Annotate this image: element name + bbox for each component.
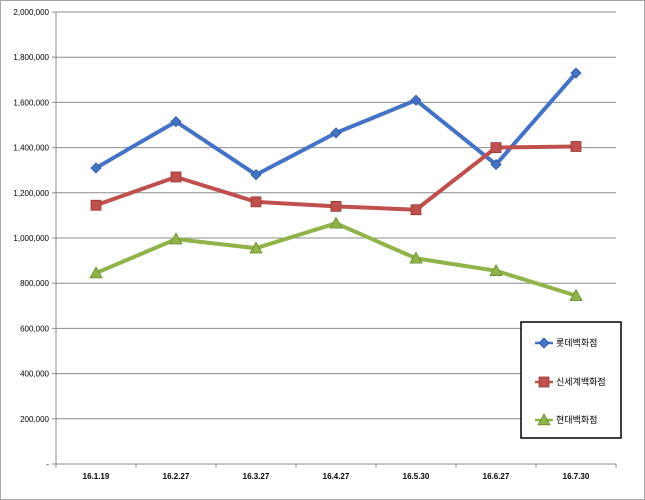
data-point-square bbox=[250, 196, 262, 208]
y-tick-label: 1,200,000 bbox=[13, 189, 49, 198]
data-point-diamond bbox=[538, 337, 550, 349]
data-point-triangle bbox=[169, 232, 183, 245]
y-tick-label: 2,000,000 bbox=[13, 8, 49, 17]
grid bbox=[56, 11, 616, 420]
data-point-square bbox=[330, 200, 342, 212]
series bbox=[89, 67, 583, 301]
data-point-diamond bbox=[170, 116, 182, 128]
data-point-square bbox=[410, 204, 422, 216]
x-tick-label: 16.2.27 bbox=[163, 472, 190, 481]
data-point-square bbox=[90, 199, 102, 211]
y-tick-label: - bbox=[46, 460, 49, 469]
legend-label: 현대백화점 bbox=[556, 414, 597, 426]
y-tick-label: 1,600,000 bbox=[13, 98, 49, 107]
data-point-diamond bbox=[490, 158, 502, 171]
data-point-square bbox=[538, 376, 550, 388]
series-line-1 bbox=[94, 71, 578, 177]
data-point-triangle bbox=[569, 288, 583, 301]
data-point-diamond bbox=[90, 162, 102, 174]
data-point-triangle bbox=[89, 266, 103, 279]
data-point-square bbox=[490, 142, 502, 154]
legend-label: 롯데백화점 bbox=[556, 337, 597, 349]
data-point-triangle bbox=[249, 241, 263, 254]
data-point-triangle bbox=[537, 413, 551, 426]
data-point-diamond bbox=[330, 127, 342, 139]
axes: - 200,000 400,000 600,000 800,000 1,000,000 1,… bbox=[13, 8, 617, 481]
y-tick-label: 200,000 bbox=[20, 415, 49, 424]
data-point-diamond bbox=[570, 67, 582, 79]
data-point-diamond bbox=[250, 169, 262, 181]
legend-label: 신세계백화점 bbox=[556, 376, 606, 388]
y-tick-label: 800,000 bbox=[20, 279, 49, 288]
data-point-square bbox=[170, 171, 182, 183]
x-tick-label: 16.5.30 bbox=[403, 472, 430, 481]
y-tick-label: 1,400,000 bbox=[13, 144, 49, 153]
y-tick-label: 1,800,000 bbox=[13, 53, 49, 62]
y-tick-label: 1,000,000 bbox=[13, 234, 49, 243]
x-tick-label: 16.3.27 bbox=[243, 472, 270, 481]
data-point-triangle bbox=[409, 251, 423, 264]
x-tick-label: 16.4.27 bbox=[323, 472, 350, 481]
x-tick-label: 16.7.30 bbox=[563, 472, 590, 481]
data-point-diamond bbox=[410, 94, 422, 106]
legend-box bbox=[520, 321, 622, 439]
x-tick-label: 16.6.27 bbox=[483, 472, 510, 481]
y-tick-label: 600,000 bbox=[20, 324, 49, 333]
y-tick-label: 400,000 bbox=[20, 370, 49, 379]
series-line-3 bbox=[95, 221, 577, 298]
data-point-triangle bbox=[489, 263, 503, 276]
data-point-triangle bbox=[329, 216, 343, 229]
data-point-square bbox=[570, 141, 582, 152]
x-tick-label: 16.1.19 bbox=[83, 472, 110, 481]
